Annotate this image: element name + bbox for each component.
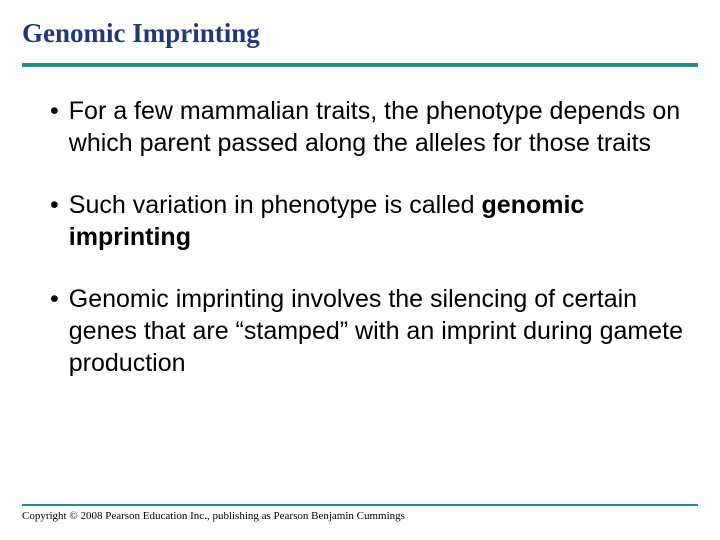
bullet-mark: •	[50, 283, 69, 379]
footer-bar	[22, 504, 698, 506]
bullet-text: Genomic imprinting involves the silencin…	[69, 283, 688, 379]
bullet-text: Such variation in phenotype is called ge…	[69, 189, 688, 253]
bullet-text: For a few mammalian traits, the phenotyp…	[69, 95, 688, 159]
copyright-text: Copyright © 2008 Pearson Education Inc.,…	[22, 510, 698, 522]
bullet-mark: •	[50, 189, 69, 253]
bullet-item: •Genomic imprinting involves the silenci…	[50, 283, 688, 379]
slide-title: Genomic Imprinting	[22, 18, 698, 49]
text-run: Genomic imprinting involves the silencin…	[69, 285, 683, 377]
bullet-item: •Such variation in phenotype is called g…	[50, 189, 688, 253]
bullet-mark: •	[50, 95, 69, 159]
text-run: For a few mammalian traits, the phenotyp…	[69, 97, 680, 157]
slide-container: Genomic Imprinting •For a few mammalian …	[0, 0, 720, 540]
footer-area: Copyright © 2008 Pearson Education Inc.,…	[22, 504, 698, 522]
bullet-item: •For a few mammalian traits, the phenoty…	[50, 95, 688, 159]
text-run: Such variation in phenotype is called	[69, 191, 482, 219]
content-area: •For a few mammalian traits, the phenoty…	[22, 67, 698, 379]
